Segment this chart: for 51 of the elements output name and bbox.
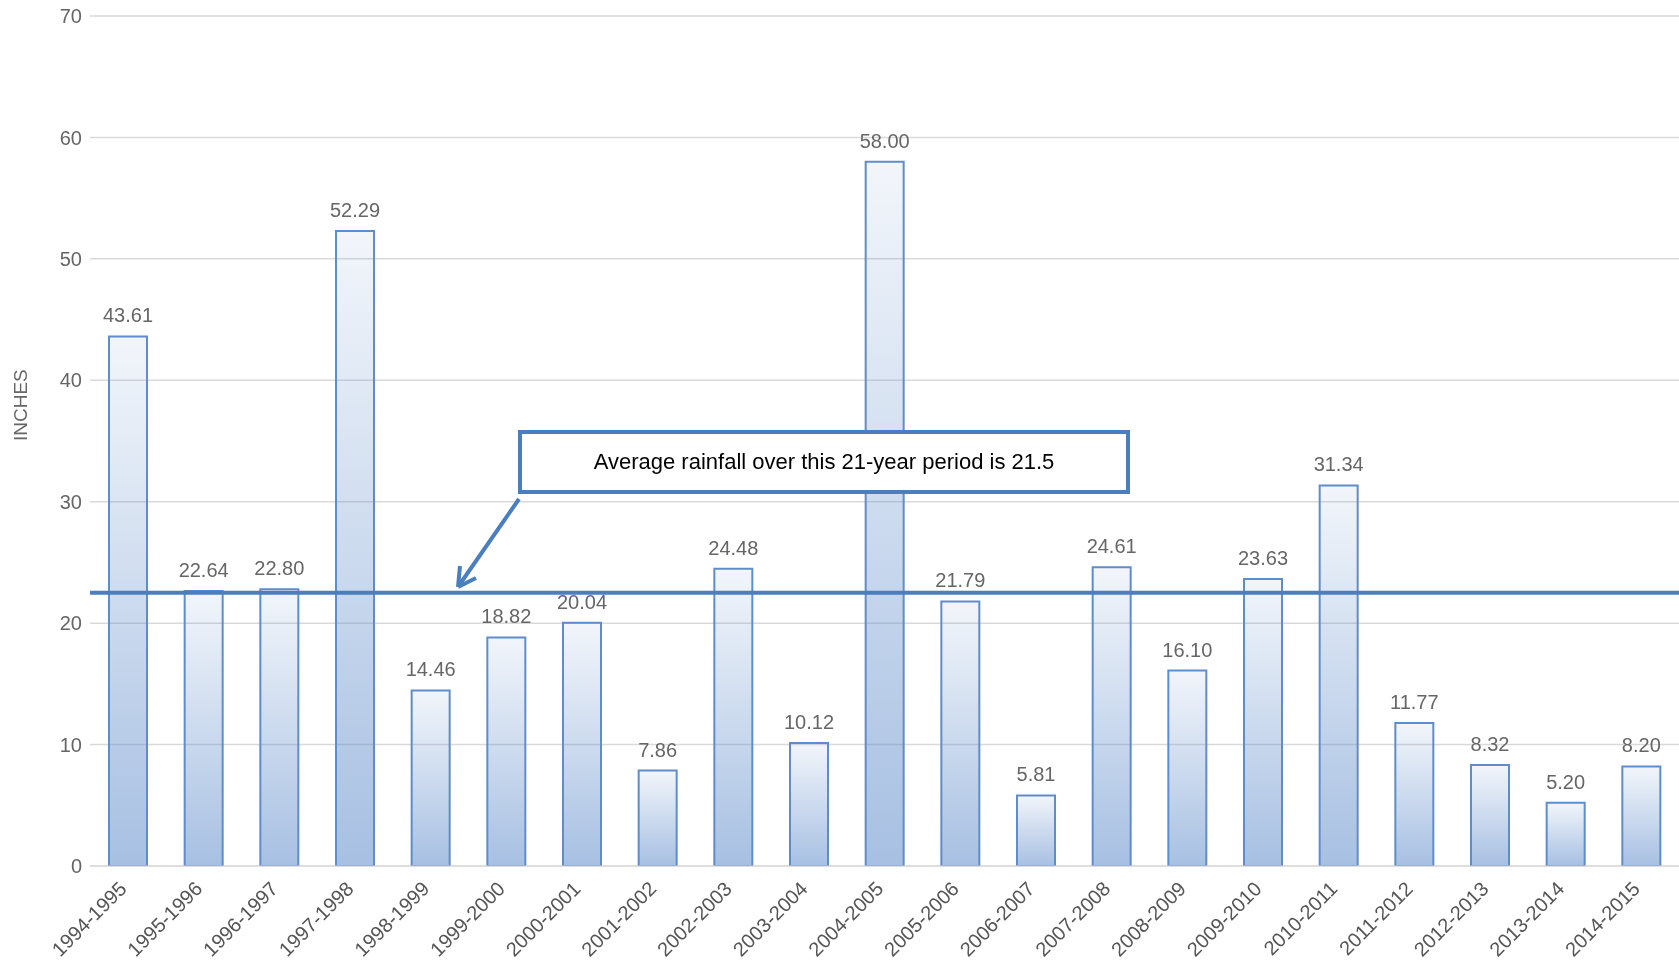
- data-label: 58.00: [859, 129, 910, 152]
- data-label: 24.61: [1086, 535, 1137, 558]
- y-tick-label: 10: [59, 733, 82, 756]
- bar: [1394, 722, 1435, 866]
- data-label: 24.48: [708, 536, 759, 559]
- bar: [637, 769, 678, 866]
- y-tick-label: 0: [70, 855, 82, 878]
- data-label: 5.20: [1546, 770, 1586, 793]
- data-label: 10.12: [783, 711, 835, 734]
- data-label: 20.04: [556, 590, 608, 613]
- bar: [335, 230, 375, 866]
- bar: [183, 590, 224, 866]
- bar: [1167, 669, 1208, 866]
- bar: [259, 588, 300, 866]
- data-label: 11.77: [1390, 691, 1439, 714]
- y-axis-title: INCHES: [9, 369, 31, 441]
- data-label: 8.32: [1470, 732, 1510, 755]
- bar: [486, 636, 527, 866]
- y-tick-label: 50: [59, 247, 82, 270]
- y-tick-label: 60: [59, 126, 82, 149]
- y-tick-label: 20: [59, 612, 82, 635]
- bar: [713, 567, 754, 866]
- data-label: 8.20: [1621, 734, 1661, 757]
- data-label: 43.61: [102, 304, 154, 327]
- data-label: 18.82: [481, 605, 532, 628]
- data-label: 21.79: [935, 569, 986, 592]
- data-label: 14.46: [405, 658, 456, 681]
- data-label: 5.81: [1016, 763, 1056, 786]
- bar: [1016, 794, 1056, 866]
- data-label: 22.64: [178, 559, 229, 582]
- y-tick-label: 40: [59, 369, 82, 392]
- bar: [789, 742, 829, 866]
- bar: [1318, 484, 1359, 866]
- y-tick-label: 30: [59, 490, 82, 513]
- bar: [1091, 566, 1132, 866]
- data-label: 7.86: [638, 738, 678, 761]
- data-label: 52.29: [329, 199, 381, 222]
- bar: [108, 335, 148, 866]
- bar: [1621, 765, 1662, 866]
- bar: [1470, 763, 1510, 866]
- data-label: 31.34: [1313, 453, 1364, 476]
- data-label: 22.80: [254, 557, 305, 580]
- data-label: 23.63: [1237, 547, 1289, 570]
- callout-box: Average rainfall over this 21-year period is 21.5: [518, 430, 1130, 494]
- bar: [940, 600, 981, 866]
- bar: [410, 689, 451, 866]
- bar: [1545, 801, 1586, 866]
- y-tick-label: 70: [59, 5, 82, 28]
- bar: [562, 621, 602, 866]
- bar: [1243, 578, 1283, 866]
- data-label: 16.10: [1162, 638, 1213, 661]
